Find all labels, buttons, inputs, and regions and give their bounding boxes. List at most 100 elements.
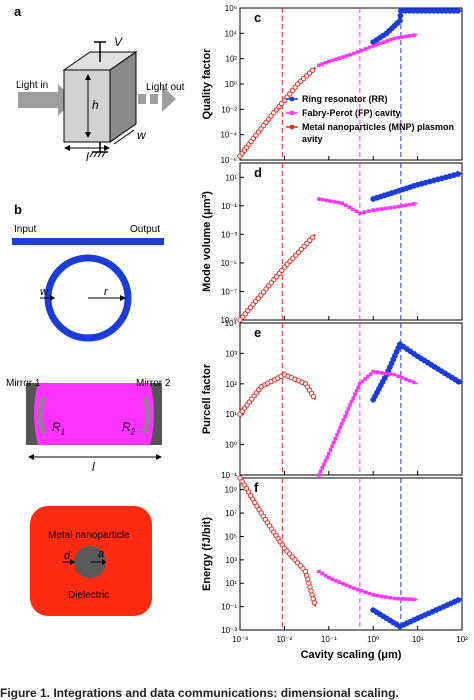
data-point-fp: [343, 203, 348, 208]
data-point-fp: [400, 597, 404, 601]
y-tick-label: 10⁴: [225, 319, 238, 328]
series-line-fp: [318, 370, 418, 476]
data-point-fp: [327, 59, 331, 64]
panel-b-fabry-perot: [26, 383, 162, 460]
metal-nanoparticle-label: Metal nanoparticle: [48, 530, 130, 541]
y-tick-label: 10³: [225, 349, 237, 358]
data-point-fp: [396, 204, 401, 209]
legend-label-ring: Ring resonator (RR): [302, 94, 388, 104]
data-point-ring: [455, 171, 461, 177]
data-point-fp: [338, 425, 343, 430]
panel-b-ring: [12, 238, 164, 342]
data-point-fp: [375, 593, 380, 598]
data-point-fp: [396, 35, 401, 40]
data-point-fp: [411, 202, 416, 206]
data-point-fp: [396, 596, 401, 601]
data-point-fp: [411, 597, 416, 602]
data-point-mnp: [292, 84, 298, 90]
series-line-fp: [318, 570, 418, 601]
data-point-fp: [337, 580, 342, 585]
mnp-d-label: d: [64, 550, 71, 562]
length-label: l: [86, 150, 89, 164]
data-point-mnp: [287, 91, 293, 97]
y-tick-label: 10⁴: [225, 29, 238, 38]
data-point-fp: [352, 51, 356, 56]
plot-frame-c: [239, 7, 463, 161]
data-point-fp: [411, 33, 416, 37]
data-point-fp: [404, 377, 408, 382]
r1-label: R1: [52, 420, 66, 437]
data-point-fp: [378, 41, 383, 46]
data-point-fp: [400, 375, 404, 380]
data-point-fp: [332, 200, 337, 204]
data-point-fp: [371, 369, 375, 374]
r2-label: R2: [122, 420, 136, 437]
ring-radius-label: r: [104, 286, 108, 298]
data-point-fp: [354, 389, 359, 393]
data-point-fp: [330, 444, 334, 449]
series-line-ring: [372, 10, 462, 43]
data-point-fp: [352, 586, 356, 590]
data-point-fp: [334, 57, 338, 62]
data-point-fp: [368, 372, 373, 376]
data-point-mnp: [310, 393, 317, 400]
y-axis-label-e: Purcell factor: [201, 363, 213, 434]
data-point-fp: [385, 39, 390, 43]
data-point-fp: [408, 34, 412, 38]
y-axis-label-c: Quality factor: [201, 48, 213, 120]
y-tick-label: 10⁻³: [221, 230, 237, 239]
data-point-fp: [408, 597, 412, 601]
data-point-fp: [388, 372, 392, 376]
light-out-label: Light out: [146, 82, 185, 93]
data-point-fp: [411, 380, 416, 385]
y-tick-label: 10²: [225, 55, 237, 64]
y-tick-label: 10⁻²: [221, 105, 237, 114]
data-point-fp: [340, 421, 344, 426]
data-point-fp: [404, 203, 408, 208]
data-point-fp: [362, 210, 367, 215]
data-point-fp: [392, 36, 397, 41]
data-point-fp: [358, 382, 362, 386]
y-tick-label: 10⁶: [225, 4, 237, 13]
y-tick-label: 10²: [225, 380, 237, 389]
plot-frame-d: [239, 162, 463, 321]
data-point-mnp: [309, 67, 316, 73]
data-point-fp: [367, 591, 372, 596]
y-axis-label-d: Mode volume (μm³): [201, 191, 213, 292]
dielectric-label: Dielectric: [68, 590, 110, 601]
legend-label-mnp: Metal nanoparticles (MNP) plasmon: [302, 122, 454, 132]
output-label: Output: [130, 224, 161, 235]
data-point-fp: [327, 575, 331, 580]
x-tick-label: 10⁰: [367, 635, 379, 644]
x-tick-label: 10⁻¹: [321, 635, 337, 644]
data-point-fp: [392, 372, 397, 377]
data-point-fp: [317, 63, 321, 68]
data-point-fp: [320, 466, 325, 470]
data-point-fp: [348, 584, 352, 589]
data-point-fp: [324, 198, 329, 203]
data-point-fp: [392, 205, 397, 210]
mirror1-label: Mirror 1: [6, 378, 41, 389]
data-point-fp: [389, 37, 393, 42]
ring-width-label: w: [40, 286, 48, 298]
plot-frame-f: [239, 477, 463, 631]
panel-label-d: d: [254, 165, 262, 180]
data-point-fp: [344, 54, 349, 58]
panel-label-b: b: [14, 202, 22, 217]
data-point-fp: [396, 374, 401, 378]
data-point-fp: [371, 208, 375, 212]
data-point-fp: [348, 53, 352, 57]
data-point-fp: [331, 440, 336, 445]
data-point-ring: [455, 7, 461, 14]
data-point-fp: [375, 207, 380, 212]
data-point-fp: [371, 593, 375, 597]
data-point-fp: [322, 462, 326, 467]
legend-label-fp: Fabry-Perot (FP) cavity: [302, 108, 401, 118]
legend-marker-fp: [289, 110, 295, 116]
data-point-mnp: [311, 600, 318, 606]
data-point-fp: [349, 399, 354, 404]
y-tick-label: 10⁻⁹: [220, 316, 237, 325]
data-point-fp: [374, 42, 379, 47]
data-point-fp: [363, 377, 367, 381]
data-point-fp: [317, 569, 321, 574]
